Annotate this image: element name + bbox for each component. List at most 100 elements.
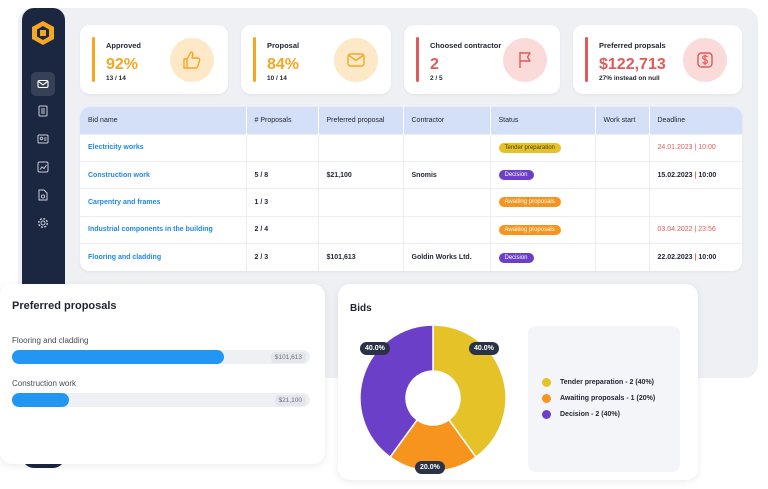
- bid-name-link[interactable]: Construction work: [80, 161, 247, 189]
- preferred-proposals-card: Preferred proposals Flooring and claddin…: [0, 284, 325, 464]
- table-row[interactable]: Carpentry and frames 1 / 3 Awaiting prop…: [80, 188, 742, 217]
- status-cell: Tender preparation: [490, 134, 596, 162]
- sidebar-item-reports[interactable]: [34, 158, 52, 176]
- proposals-cell: [246, 134, 319, 162]
- proposal-label: Flooring and cladding: [12, 336, 89, 345]
- legend-item: Decision - 2 (40%): [542, 410, 620, 419]
- progress-track: $21,100: [12, 393, 310, 407]
- chart-icon: [37, 161, 49, 173]
- proposals-cell: 5 / 8: [246, 161, 319, 189]
- bid-name-link[interactable]: Carpentry and frames: [80, 188, 247, 217]
- table-header-row: Bid name # Proposals Preferred proposal …: [80, 107, 742, 134]
- kpi-approved: Approved 92% 13 / 14: [80, 25, 228, 94]
- table-row[interactable]: Construction work 5 / 8 $21,100 Snomis D…: [80, 161, 742, 189]
- contractor-cell: Goldin Works Ltd.: [403, 243, 491, 271]
- sidebar-item-messages[interactable]: [31, 72, 55, 96]
- deadline-cell: 15.02.2023 | 10:00: [649, 161, 742, 188]
- legend-item: Tender preparation - 2 (40%): [542, 378, 654, 387]
- kpi-icon-circle: [334, 38, 378, 82]
- bid-name-link[interactable]: Electricity works: [80, 134, 247, 162]
- pie-slice-label: 40.0%: [469, 342, 499, 355]
- file-icon: [38, 189, 48, 201]
- column-header-bid-name[interactable]: Bid name: [80, 107, 247, 134]
- status-cell: Awaiting proposals: [490, 216, 596, 244]
- sidebar-item-files[interactable]: [34, 186, 52, 204]
- bid-name-link[interactable]: Flooring and cladding: [80, 243, 247, 271]
- kpi-sub: 10 / 14: [267, 75, 287, 82]
- kpi-value: 2: [430, 56, 439, 73]
- column-header-deadline[interactable]: Deadline: [657, 116, 686, 124]
- bids-chart-card: Bids 40.0% 40.0% 20.0% Tender preparatio…: [338, 284, 698, 480]
- legend-label: Tender preparation - 2 (40%): [560, 379, 655, 386]
- legend-label: Awaiting proposals - 1 (20%): [560, 395, 656, 402]
- envelope-icon: [37, 79, 49, 89]
- dollar-icon: [697, 52, 713, 68]
- sidebar-item-settings[interactable]: [34, 214, 52, 232]
- preferred-cell: [318, 134, 404, 162]
- kpi-icon-circle: [503, 38, 547, 82]
- proposals-cell: 2 / 4: [246, 216, 319, 244]
- table-row[interactable]: Industrial components in the building 2 …: [80, 216, 742, 244]
- status-cell: Decision: [490, 243, 596, 271]
- kpi-accent-bar: [416, 37, 419, 82]
- status-badge: Awaiting proposals: [498, 224, 561, 235]
- table-row[interactable]: Flooring and cladding 2 / 3 $101,613 Gol…: [80, 243, 742, 271]
- deadline-cell: [649, 189, 742, 216]
- deadline-time: 10:00: [698, 144, 716, 152]
- sidebar-item-contacts[interactable]: [34, 130, 52, 148]
- deadline-date: 15.02.2023: [657, 171, 693, 179]
- status-badge: Tender preparation: [498, 142, 561, 153]
- bid-name-link[interactable]: Industrial components in the building: [80, 216, 247, 244]
- column-header-work-start[interactable]: Work start: [595, 107, 650, 134]
- proposal-amount: $101,613: [270, 352, 306, 363]
- sidebar-item-documents[interactable]: [34, 102, 52, 120]
- kpi-preferred-proposals: Preferred propsals $122,713 27% instead …: [573, 25, 742, 94]
- thumbs-up-icon: [183, 51, 201, 69]
- gear-icon: [37, 217, 49, 229]
- status-cell: Awaiting proposals: [490, 188, 596, 217]
- deadline-time: 10:00: [698, 254, 717, 261]
- table-row[interactable]: Electricity works Tender preparation 24.…: [80, 134, 742, 162]
- deadline-date: 24.01.2023: [657, 144, 693, 152]
- kpi-choosed-contractor: Choosed contractor 2 2 / 5: [404, 25, 560, 94]
- contractor-cell: [403, 134, 491, 162]
- chart-legend: Tender preparation - 2 (40%) Awaiting pr…: [528, 326, 680, 472]
- kpi-label: Preferred propsals: [599, 41, 666, 50]
- column-header-preferred-proposal[interactable]: Preferred proposal: [318, 107, 404, 134]
- kpi-sub: 13 / 14: [106, 75, 126, 82]
- column-header-status[interactable]: Status: [490, 107, 596, 134]
- deadline-time: 10:00: [698, 171, 717, 179]
- deadline-separator: |: [692, 171, 699, 179]
- preferred-cell: $21,100: [318, 161, 404, 189]
- column-header-proposals[interactable]: # Proposals: [246, 107, 319, 134]
- pie-slice-label: 20.0%: [415, 461, 445, 474]
- work-start-cell: [595, 188, 650, 217]
- kpi-sub: 27% instead on null: [599, 75, 660, 82]
- pie-slice-2: [359, 324, 434, 459]
- proposals-cell: 1 / 3: [246, 188, 319, 217]
- kpi-value: 84%: [267, 56, 300, 73]
- kpi-value: $122,713: [599, 56, 666, 73]
- work-start-cell: [595, 243, 650, 271]
- legend-dot: [542, 378, 551, 387]
- status-cell: Decision: [490, 161, 596, 189]
- deadline-cell: 22.02.2023 | 10:00: [649, 244, 742, 271]
- preferred-cell: [318, 188, 404, 217]
- proposal-amount: $21,100: [274, 395, 306, 406]
- pie-slice-0: [432, 324, 507, 459]
- status-badge: Awaiting proposals: [498, 197, 561, 208]
- bids-table-card: Bid name # Proposals Preferred proposal …: [80, 107, 742, 271]
- pie-slice-label: 40.0%: [360, 342, 390, 355]
- kpi-accent-bar: [585, 37, 588, 82]
- envelope-icon: [347, 53, 365, 67]
- contact-card-icon: [37, 134, 49, 144]
- column-header-contractor[interactable]: Contractor: [403, 107, 491, 134]
- kpi-accent-bar: [92, 37, 95, 82]
- kpi-icon-circle: [170, 38, 214, 82]
- kpi-proposal: Proposal 84% 10 / 14: [241, 25, 391, 94]
- work-start-cell: [595, 161, 650, 189]
- document-icon: [38, 105, 48, 117]
- kpi-label: Choosed contractor: [430, 41, 502, 50]
- chart-title: Bids: [350, 303, 372, 314]
